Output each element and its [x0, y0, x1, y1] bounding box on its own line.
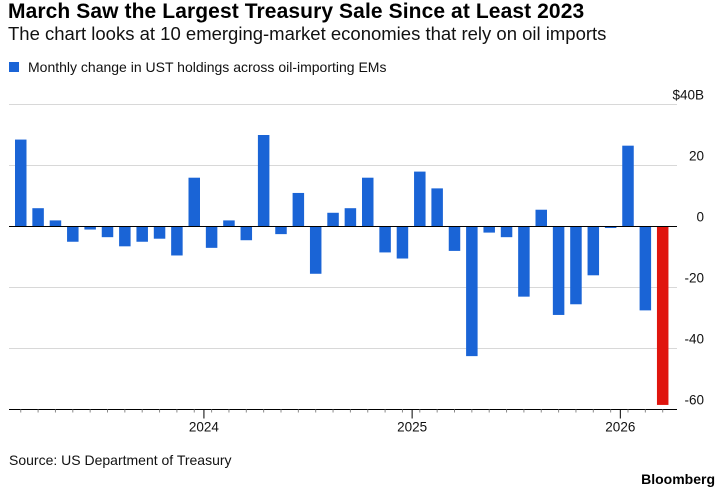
chart-subtitle: The chart looks at 10 emerging-market ec… — [8, 23, 607, 44]
bar — [500, 226, 513, 238]
bar — [622, 145, 634, 227]
bar — [171, 226, 183, 256]
bar — [15, 139, 27, 227]
bar — [344, 208, 357, 227]
bar — [240, 226, 253, 241]
bar — [518, 226, 530, 297]
bar — [448, 226, 461, 251]
bar — [396, 226, 409, 259]
source-note: Source: US Department of Treasury — [9, 452, 232, 468]
bar — [414, 171, 426, 227]
bar — [535, 209, 547, 227]
bar — [153, 226, 166, 239]
bar — [309, 226, 322, 274]
legend-label: Monthly change in UST holdings across oi… — [28, 59, 387, 75]
x-tick-label: 2025 — [397, 420, 427, 435]
y-tick-label: 0 — [696, 210, 704, 225]
bar — [84, 226, 96, 230]
bar — [32, 208, 44, 227]
chart-title: March Saw the Largest Treasury Sale Sinc… — [8, 0, 585, 23]
bar — [257, 135, 270, 227]
bar — [49, 220, 62, 227]
bar — [552, 226, 565, 315]
bar — [587, 226, 600, 276]
bar — [188, 177, 200, 227]
y-tick-label: 20 — [689, 149, 704, 164]
y-tick-label: -40 — [684, 332, 704, 347]
bar — [362, 177, 374, 227]
bar — [205, 226, 218, 248]
bar — [604, 226, 617, 229]
bar — [101, 226, 114, 238]
brand-logo: Bloomberg — [641, 471, 715, 487]
bar — [223, 220, 235, 227]
bar — [67, 226, 79, 242]
legend-swatch — [9, 62, 19, 72]
legend: Monthly change in UST holdings across oi… — [9, 59, 386, 75]
bar — [292, 192, 305, 227]
bar — [483, 226, 495, 233]
bar — [136, 226, 148, 242]
bar — [275, 226, 287, 235]
bar — [570, 226, 582, 305]
y-tick-label: -60 — [684, 393, 704, 408]
bar — [379, 226, 391, 253]
bar-highlight — [656, 226, 669, 405]
y-tick-label: $40B — [672, 88, 704, 103]
bar — [119, 226, 131, 247]
bar — [431, 188, 443, 227]
bar — [639, 226, 652, 311]
bar — [327, 212, 339, 227]
x-tick-label: 2024 — [189, 420, 220, 435]
y-tick-label: -20 — [684, 271, 704, 286]
x-tick-label: 2026 — [605, 420, 635, 435]
bar — [466, 226, 478, 357]
